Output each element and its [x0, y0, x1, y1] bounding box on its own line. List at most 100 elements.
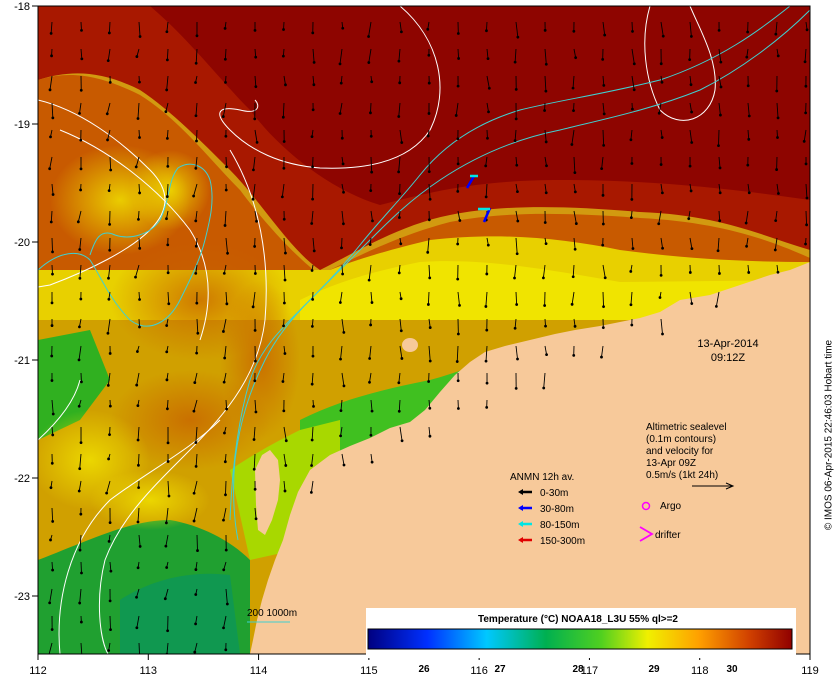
velocity-arrow: [283, 264, 286, 281]
velocity-arrow-head: [252, 168, 255, 172]
velocity-arrow: [573, 210, 577, 224]
velocity-arrow: [515, 291, 518, 305]
velocity-arrow: [79, 237, 82, 250]
velocity-arrow: [224, 210, 227, 226]
lon-tick-label: 119: [801, 665, 819, 677]
legend-item-label: 150-300m: [540, 536, 585, 547]
velocity-arrow-head: [574, 56, 578, 60]
velocity-arrow-head: [311, 354, 315, 358]
velocity-arrow: [195, 210, 198, 221]
velocity-arrow: [49, 588, 53, 603]
velocity-arrow: [339, 48, 343, 64]
velocity-arrow-head: [195, 351, 199, 355]
velocity-arrow-head: [253, 328, 257, 332]
velocity-arrow: [254, 129, 258, 143]
velocity-arrow-head: [167, 494, 171, 498]
velocity-arrow-head: [108, 599, 112, 603]
velocity-arrow-head: [542, 386, 546, 390]
velocity-arrow-head: [632, 88, 636, 92]
velocity-arrow: [138, 237, 141, 249]
velocity-arrow-head: [399, 297, 403, 301]
velocity-arrow-head: [164, 110, 168, 114]
velocity-arrow-head: [369, 189, 373, 192]
velocity-arrow: [572, 75, 575, 89]
velocity-arrow: [658, 210, 662, 224]
velocity-arrow-head: [223, 431, 226, 435]
velocity-arrow-head: [284, 439, 288, 443]
anmn-legend: 0-30m 30-80m 80-150m 150-300m: [518, 488, 585, 547]
velocity-arrow-head: [136, 404, 140, 407]
velocity-arrow-head: [80, 28, 83, 32]
lat-tick-label: -22: [14, 473, 30, 485]
velocity-arrow-head: [253, 359, 257, 363]
velocity-arrow: [80, 48, 83, 59]
time-label: 09:12Z: [711, 352, 746, 364]
velocity-arrow-head: [166, 441, 170, 445]
velocity-arrow-head: [370, 170, 374, 174]
velocity-arrow: [776, 102, 779, 118]
velocity-arrow-head: [106, 59, 110, 63]
velocity-arrows: [48, 21, 809, 658]
velocity-arrow: [138, 642, 140, 654]
velocity-arrow: [485, 156, 488, 166]
velocity-arrow-head: [48, 88, 52, 92]
velocity-arrow: [774, 237, 778, 250]
velocity-arrow: [282, 372, 285, 382]
velocity-arrow-head: [134, 165, 138, 169]
velocity-arrow-head: [688, 58, 692, 62]
velocity-arrow: [746, 237, 749, 247]
velocity-arrow: [457, 291, 460, 306]
velocity-arrow-head: [309, 490, 313, 494]
lat-tick-label: -20: [14, 237, 30, 249]
velocity-arrow: [224, 345, 227, 359]
velocity-arrow: [428, 264, 431, 278]
velocity-arrow-head: [51, 250, 54, 254]
lon-tick-label: 118: [691, 665, 709, 677]
legend-swatch-head: [518, 537, 523, 543]
velocity-arrow: [138, 183, 141, 193]
velocity-arrow: [165, 507, 169, 523]
velocity-arrow-head: [455, 360, 459, 363]
mooring-arrow-30-80m: [465, 175, 476, 189]
velocity-arrow-head: [690, 247, 694, 251]
velocity-arrow-head: [601, 193, 605, 197]
velocity-arrow: [195, 102, 198, 116]
velocity-arrow: [776, 183, 779, 194]
velocity-arrow-head: [49, 538, 52, 542]
velocity-arrow-head: [226, 251, 229, 255]
velocity-arrow-head: [193, 650, 197, 654]
velocity-arrow: [660, 318, 663, 335]
velocity-arrow-head: [545, 353, 548, 356]
velocity-arrow-head: [51, 272, 54, 276]
velocity-arrow: [225, 156, 227, 167]
velocity-arrow-head: [165, 58, 169, 62]
velocity-arrow-head: [746, 84, 750, 88]
velocity-arrow-head: [107, 297, 111, 301]
argo-label: Argo: [660, 501, 682, 512]
velocity-arrow-head: [253, 245, 257, 248]
velocity-arrow-head: [456, 162, 460, 166]
velocity-arrow: [515, 237, 518, 254]
velocity-arrow: [486, 102, 489, 112]
velocity-arrow-head: [311, 108, 315, 112]
velocity-arrow: [543, 372, 546, 389]
velocity-arrow: [78, 345, 82, 360]
velocity-arrow: [49, 156, 53, 169]
velocity-arrow-head: [428, 326, 432, 329]
velocity-arrow-head: [224, 188, 228, 192]
velocity-arrow-head: [222, 380, 226, 384]
velocity-arrow: [399, 318, 402, 331]
velocity-arrow: [775, 210, 778, 221]
velocity-arrow: [80, 642, 83, 654]
velocity-arrow-head: [371, 219, 374, 223]
velocity-arrow-head: [80, 655, 83, 658]
velocity-arrow: [311, 453, 314, 466]
velocity-arrow: [195, 48, 198, 64]
velocity-arrow-head: [194, 219, 198, 223]
velocity-arrow: [283, 480, 286, 491]
velocity-arrow-head: [516, 190, 519, 194]
lon-tick-label: 113: [140, 665, 158, 677]
velocity-arrow: [223, 507, 227, 521]
velocity-arrow: [515, 21, 519, 38]
velocity-arrow: [254, 507, 257, 519]
